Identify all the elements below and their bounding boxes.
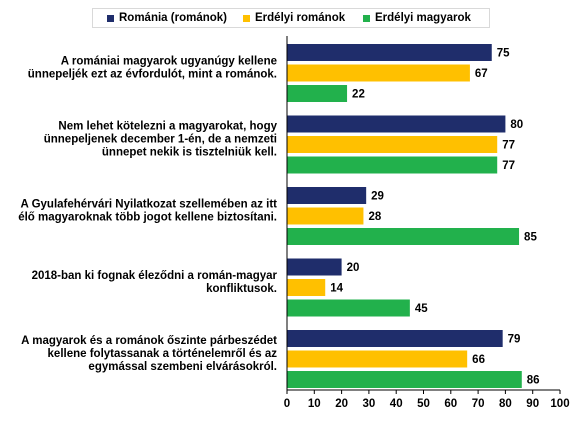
x-tick-label: 20 bbox=[335, 398, 348, 410]
data-label: 67 bbox=[475, 68, 488, 80]
legend-label-erdelyi-magyarok: Erdélyi magyarok bbox=[375, 12, 471, 24]
x-tick-label: 50 bbox=[417, 398, 430, 410]
category-label: A Gyulafehérvári Nyilatkozat szellemében… bbox=[21, 199, 278, 211]
x-tick-label: 70 bbox=[472, 398, 485, 410]
data-label: 66 bbox=[472, 354, 485, 366]
data-label: 45 bbox=[415, 303, 428, 315]
bar bbox=[287, 258, 342, 276]
x-tick-label: 80 bbox=[499, 398, 512, 410]
bar bbox=[287, 330, 503, 347]
bar bbox=[287, 115, 506, 133]
data-label: 14 bbox=[330, 283, 343, 295]
category-label: ünnepeljenek december 1-én, de a nemzeti bbox=[44, 134, 277, 146]
category-label: konfliktusok. bbox=[206, 283, 277, 295]
bar bbox=[287, 64, 470, 82]
x-tick-label: 100 bbox=[550, 398, 569, 410]
x-tick-label: 40 bbox=[390, 398, 403, 410]
x-tick-label: 60 bbox=[444, 398, 457, 410]
data-label: 20 bbox=[347, 262, 360, 274]
bar bbox=[287, 350, 468, 368]
bar bbox=[287, 187, 367, 204]
legend: Románia (románok) Erdélyi románok Erdély… bbox=[92, 8, 490, 28]
bar bbox=[287, 85, 348, 102]
x-tick-label: 30 bbox=[363, 398, 376, 410]
data-label: 77 bbox=[502, 160, 515, 172]
legend-swatch-erdelyi-romanok bbox=[243, 15, 250, 22]
legend-label-erdelyi-romanok: Erdélyi románok bbox=[255, 12, 346, 24]
data-label: 22 bbox=[352, 89, 365, 101]
legend-swatch-erdelyi-magyarok bbox=[363, 15, 370, 22]
bar bbox=[287, 371, 522, 388]
category-label: Nem lehet kötelezni a magyarokat, hogy bbox=[58, 121, 277, 133]
category-label: élő magyaroknak több jogot kellene bizto… bbox=[18, 212, 277, 224]
data-label: 79 bbox=[508, 334, 521, 346]
data-label: 28 bbox=[368, 211, 381, 223]
bar bbox=[287, 156, 498, 174]
x-tick-label: 0 bbox=[284, 398, 290, 410]
category-label: ünnepeljék ezt az évfordulót, mint a rom… bbox=[28, 69, 277, 81]
data-label: 75 bbox=[497, 48, 510, 60]
data-label: 85 bbox=[524, 232, 537, 244]
x-tick-label: 10 bbox=[308, 398, 321, 410]
bar bbox=[287, 299, 410, 317]
category-label: 2018-ban ki fognak éleződni a román-magy… bbox=[32, 270, 278, 282]
data-label: 86 bbox=[527, 375, 540, 387]
bar bbox=[287, 136, 498, 153]
legend-label-romania: Románia (románok) bbox=[119, 12, 227, 24]
bar bbox=[287, 207, 364, 225]
x-tick-label: 90 bbox=[526, 398, 539, 410]
legend-swatch-romania bbox=[107, 15, 114, 22]
data-label: 80 bbox=[510, 119, 523, 131]
category-label: A romániai magyarok ugyanúgy kellene bbox=[61, 56, 277, 68]
category-label: egymással szembeni elvárásokról. bbox=[88, 361, 277, 373]
data-label: 77 bbox=[502, 140, 515, 152]
category-label: kellene folytassanak a történelemről és … bbox=[48, 348, 278, 360]
data-label: 29 bbox=[371, 191, 384, 203]
category-label: ünnepet nekik is tisztelniük kell. bbox=[102, 147, 277, 159]
bar bbox=[287, 279, 326, 296]
bar bbox=[287, 228, 520, 245]
bar bbox=[287, 44, 492, 61]
category-label: A magyarok és a románok őszinte párbeszé… bbox=[21, 335, 277, 347]
